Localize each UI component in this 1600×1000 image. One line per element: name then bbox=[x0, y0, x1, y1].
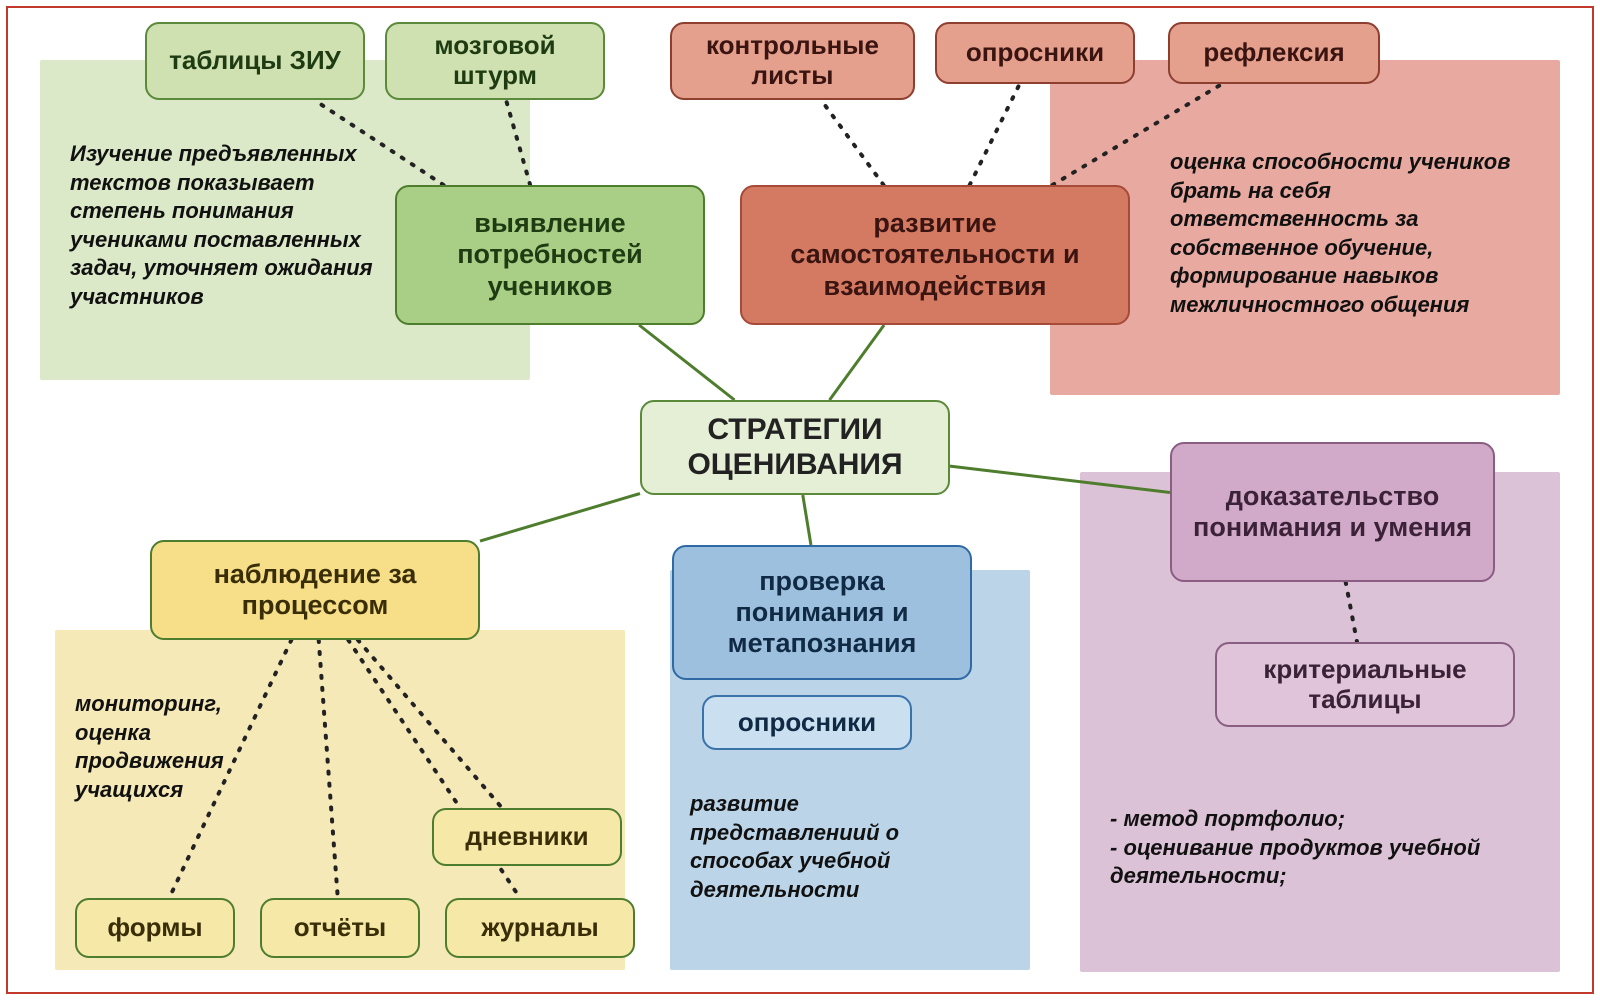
desc-purple: - метод портфолио; - оценивание продукто… bbox=[1110, 805, 1490, 891]
center-node: СТРАТЕГИИ ОЦЕНИВАНИЯ bbox=[640, 400, 950, 495]
diagram-canvas: СТРАТЕГИИ ОЦЕНИВАНИЯ выявление потребнос… bbox=[0, 0, 1600, 1000]
node-green-sub2: мозговой штурм bbox=[385, 22, 605, 100]
desc-yellow: мониторинг, оценка продвижения учащихся bbox=[75, 690, 295, 804]
text: - метод портфолио; - оценивание продукто… bbox=[1110, 806, 1480, 888]
label: формы bbox=[107, 913, 202, 943]
node-green-main: выявление потребностей учеников bbox=[395, 185, 705, 325]
node-yellow-main: наблюдение за процессом bbox=[150, 540, 480, 640]
label: контрольные листы bbox=[684, 31, 901, 91]
node-green-sub1: таблицы ЗИУ bbox=[145, 22, 365, 100]
text: мониторинг, оценка продвижения учащихся bbox=[75, 691, 224, 802]
node-red-sub3: рефлексия bbox=[1168, 22, 1380, 84]
label: опросники bbox=[966, 38, 1104, 68]
label: опросники bbox=[738, 708, 876, 738]
node-red-main: развитие самостоятельности и взаимодейст… bbox=[740, 185, 1130, 325]
label: проверка понимания и метапознания bbox=[686, 566, 958, 659]
label: отчёты bbox=[294, 913, 386, 943]
node-blue-sub1: опросники bbox=[702, 695, 912, 750]
label: наблюдение за процессом bbox=[164, 559, 466, 621]
node-yellow-sub4: журналы bbox=[445, 898, 635, 958]
node-blue-main: проверка понимания и метапознания bbox=[672, 545, 972, 680]
center-label: СТРАТЕГИИ ОЦЕНИВАНИЯ bbox=[654, 413, 936, 482]
label: выявление потребностей учеников bbox=[409, 208, 691, 301]
text: развитие представлениий о способах учебн… bbox=[690, 791, 899, 902]
node-red-sub1: контрольные листы bbox=[670, 22, 915, 100]
desc-blue: развитие представлениий о способах учебн… bbox=[690, 790, 990, 904]
desc-green: Изучение предъявленных текстов показывае… bbox=[70, 140, 380, 312]
label: таблицы ЗИУ bbox=[169, 46, 341, 76]
node-yellow-sub2: отчёты bbox=[260, 898, 420, 958]
node-purple-sub1: критериальные таблицы bbox=[1215, 642, 1515, 727]
node-red-sub2: опросники bbox=[935, 22, 1135, 84]
label: развитие самостоятельности и взаимодейст… bbox=[754, 208, 1116, 301]
label: журналы bbox=[481, 913, 598, 943]
text: Изучение предъявленных текстов показывае… bbox=[70, 141, 373, 309]
desc-red: оценка способности учеников брать на себ… bbox=[1170, 148, 1530, 320]
label: дневники bbox=[465, 822, 588, 852]
node-purple-main: доказательство понимания и умения bbox=[1170, 442, 1495, 582]
label: критериальные таблицы bbox=[1229, 655, 1501, 715]
label: рефлексия bbox=[1203, 38, 1344, 68]
label: мозговой штурм bbox=[399, 31, 591, 91]
label: доказательство понимания и умения bbox=[1184, 481, 1481, 543]
node-yellow-sub3: дневники bbox=[432, 808, 622, 866]
text: оценка способности учеников брать на себ… bbox=[1170, 149, 1510, 317]
node-yellow-sub1: формы bbox=[75, 898, 235, 958]
